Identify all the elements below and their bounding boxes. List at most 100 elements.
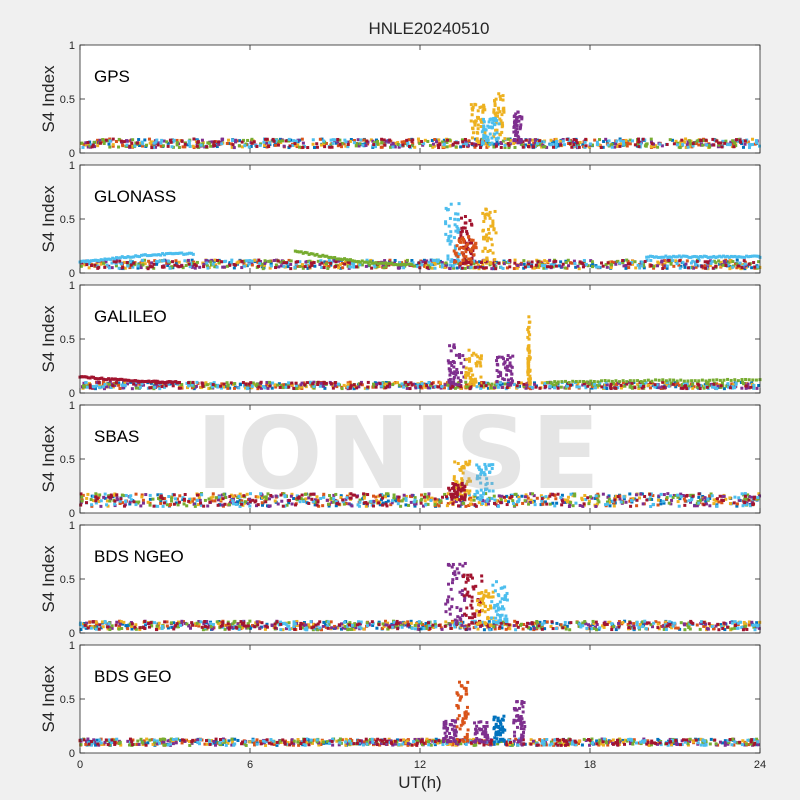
data-point xyxy=(661,378,665,382)
data-point xyxy=(446,239,450,243)
data-point xyxy=(506,378,510,382)
data-point xyxy=(115,377,119,381)
data-point xyxy=(655,383,659,387)
data-point xyxy=(90,494,94,498)
data-point xyxy=(635,504,639,508)
data-point xyxy=(540,140,544,144)
data-point xyxy=(465,385,469,389)
data-point xyxy=(331,138,335,142)
data-point xyxy=(720,501,724,505)
data-point xyxy=(371,504,375,508)
data-point xyxy=(373,265,377,269)
data-point xyxy=(396,263,400,267)
data-point xyxy=(711,137,715,141)
data-point xyxy=(341,258,345,262)
data-point xyxy=(512,130,516,134)
data-point xyxy=(108,137,112,141)
data-point xyxy=(128,379,132,383)
data-point xyxy=(618,144,622,148)
data-point xyxy=(681,386,685,390)
data-point xyxy=(737,255,741,259)
data-point xyxy=(624,138,628,142)
data-point xyxy=(657,378,661,382)
data-point xyxy=(180,264,184,268)
data-point xyxy=(125,261,129,265)
data-point xyxy=(329,143,333,147)
data-point xyxy=(715,139,719,143)
data-point xyxy=(754,141,758,145)
data-point xyxy=(148,501,152,505)
data-point xyxy=(448,144,452,148)
data-point xyxy=(426,139,430,143)
data-point xyxy=(384,139,388,143)
data-point xyxy=(652,265,656,269)
data-point xyxy=(476,360,480,364)
data-point xyxy=(414,386,418,390)
data-point xyxy=(736,139,740,143)
data-point xyxy=(587,499,591,503)
data-point xyxy=(539,494,543,498)
data-point xyxy=(555,139,559,143)
data-point xyxy=(373,381,377,385)
data-point xyxy=(526,365,530,369)
data-point xyxy=(677,263,681,267)
data-point xyxy=(245,264,249,268)
data-point xyxy=(707,143,711,147)
data-point xyxy=(150,261,154,265)
data-point xyxy=(337,257,341,261)
data-point xyxy=(176,264,180,268)
data-point xyxy=(573,494,577,498)
data-point xyxy=(703,264,707,268)
data-point xyxy=(290,381,294,385)
data-point xyxy=(527,315,531,319)
data-point xyxy=(390,143,394,147)
data-point xyxy=(697,383,701,387)
data-point xyxy=(483,216,487,220)
data-point xyxy=(512,115,516,119)
data-point xyxy=(465,625,469,629)
data-point xyxy=(526,335,530,339)
data-point xyxy=(110,266,114,270)
data-point xyxy=(744,503,748,507)
data-point xyxy=(111,256,115,260)
data-point xyxy=(319,254,323,258)
data-point xyxy=(156,143,160,147)
data-point xyxy=(560,265,564,269)
data-point xyxy=(459,246,463,250)
data-point xyxy=(533,141,537,145)
data-point xyxy=(405,386,409,390)
data-point xyxy=(279,384,283,388)
data-point xyxy=(300,263,304,267)
data-point xyxy=(211,495,215,499)
data-point xyxy=(250,263,254,267)
data-point xyxy=(485,256,489,260)
data-point xyxy=(491,224,495,228)
data-point xyxy=(497,355,501,359)
data-point xyxy=(729,254,733,258)
data-point xyxy=(438,381,442,385)
data-point xyxy=(482,628,486,632)
data-point xyxy=(483,139,487,143)
data-point xyxy=(187,384,191,388)
data-point xyxy=(327,259,331,263)
data-point xyxy=(164,384,168,388)
data-point xyxy=(308,380,312,384)
data-point xyxy=(186,258,190,262)
data-point xyxy=(257,385,261,389)
data-point xyxy=(107,266,111,270)
data-point xyxy=(327,264,331,268)
data-point xyxy=(170,381,174,385)
data-point xyxy=(208,500,212,504)
data-point xyxy=(489,125,493,129)
data-point xyxy=(227,138,231,142)
data-point xyxy=(147,379,151,383)
data-point xyxy=(743,260,747,264)
data-point xyxy=(134,383,138,387)
data-point xyxy=(448,266,452,270)
data-point xyxy=(428,265,432,269)
data-point xyxy=(643,260,647,264)
data-point xyxy=(515,124,519,128)
data-point xyxy=(517,136,521,140)
data-point xyxy=(633,260,637,264)
data-point xyxy=(345,258,349,262)
